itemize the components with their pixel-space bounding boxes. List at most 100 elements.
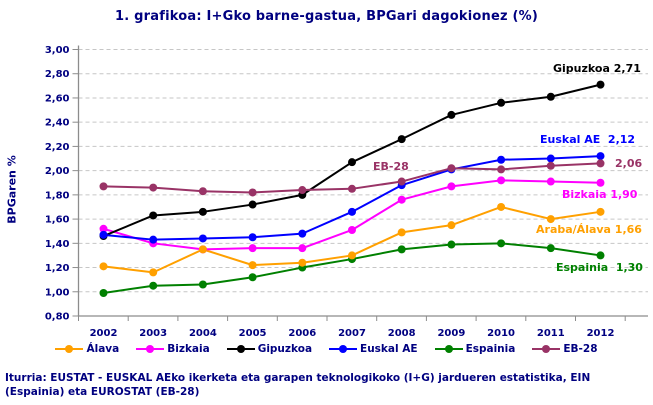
legend-label-bizkaia: Bizkaia bbox=[167, 343, 210, 355]
legend-item-euskal-ae: Euskal AE bbox=[329, 343, 418, 355]
legend-marker-euskal-ae-icon bbox=[329, 345, 358, 353]
legend-marker-eb-28-icon bbox=[532, 345, 561, 353]
y-tick-label: 2,60 bbox=[45, 93, 70, 104]
legend-item-bizkaia: Bizkaia bbox=[136, 343, 210, 355]
y-tick-label: 0,80 bbox=[45, 312, 70, 323]
data-point-alava-2010 bbox=[497, 202, 506, 211]
data-point-gipuzkoa-2007 bbox=[348, 158, 356, 167]
legend-label-euskal-ae: Euskal AE bbox=[360, 343, 418, 355]
data-point-euskal-ae-2011 bbox=[546, 154, 555, 163]
x-tick-label-2004: 2004 bbox=[189, 328, 217, 339]
series-line-espainia bbox=[103, 242, 601, 294]
data-point-euskal-ae-2002 bbox=[99, 230, 108, 239]
data-point-alava-2006 bbox=[298, 258, 307, 267]
x-tick-label-2011: 2011 bbox=[537, 328, 565, 339]
data-point-alava-2008 bbox=[397, 228, 406, 237]
data-point-alava-2004 bbox=[198, 245, 207, 254]
data-point-euskal-ae-2010 bbox=[497, 155, 506, 164]
data-point-euskal-ae-2006 bbox=[298, 229, 307, 238]
y-tick-label: 1,00 bbox=[45, 287, 70, 298]
legend-label-alava: Álava bbox=[86, 343, 120, 355]
x-tick-label-2003: 2003 bbox=[139, 328, 167, 339]
data-point-bizkaia-2011 bbox=[546, 177, 555, 186]
x-tick-label-2005: 2005 bbox=[239, 328, 267, 339]
data-point-euskal-ae-2012 bbox=[596, 152, 605, 161]
legend-item-eb-28: EB-28 bbox=[532, 343, 598, 355]
data-point-bizkaia-2010 bbox=[497, 176, 506, 185]
data-point-eb-28-2010 bbox=[497, 165, 506, 174]
data-point-alava-2011 bbox=[546, 215, 555, 224]
data-point-euskal-ae-2004 bbox=[198, 234, 207, 243]
data-point-euskal-ae-2005 bbox=[248, 233, 257, 242]
data-point-eb-28-2003 bbox=[149, 183, 158, 192]
legend: Álava Bizkaia Gipuzkoa Euskal AE Espainia EB-… bbox=[0, 343, 653, 355]
legend-marker-espainia-icon bbox=[434, 345, 463, 353]
data-point-euskal-ae-2003 bbox=[149, 235, 158, 244]
legend-dot bbox=[236, 345, 245, 353]
y-tick-label: 1,60 bbox=[45, 215, 70, 226]
y-tick-label: 2,20 bbox=[45, 142, 70, 153]
data-point-alava-2003 bbox=[149, 268, 158, 277]
legend-dot bbox=[65, 345, 74, 353]
data-point-bizkaia-2005 bbox=[248, 244, 257, 253]
data-point-espainia-2010 bbox=[497, 239, 506, 248]
data-point-gipuzkoa-2009 bbox=[447, 110, 456, 119]
y-tick-label: 1,40 bbox=[45, 239, 70, 250]
x-tick-label-2010: 2010 bbox=[487, 328, 515, 339]
legend-dot bbox=[542, 345, 551, 353]
y-tick-label: 2,80 bbox=[45, 69, 70, 80]
data-point-alava-2012 bbox=[596, 207, 605, 216]
chart-title: 1. grafikoa: I+Gko barne-gastua, BPGari … bbox=[115, 9, 538, 24]
data-point-gipuzkoa-2010 bbox=[497, 98, 506, 107]
data-point-eb-28-2011 bbox=[546, 161, 555, 170]
legend-label-gipuzkoa: Gipuzkoa bbox=[257, 343, 313, 355]
data-point-gipuzkoa-2012 bbox=[596, 80, 605, 89]
data-point-bizkaia-2012 bbox=[596, 178, 605, 187]
data-point-alava-2005 bbox=[248, 261, 257, 270]
data-point-espainia-2005 bbox=[248, 273, 257, 282]
data-point-gipuzkoa-2004 bbox=[198, 207, 207, 216]
x-tick-label-2007: 2007 bbox=[338, 328, 366, 339]
legend-item-espainia: Espainia bbox=[434, 343, 516, 355]
x-tick-label-2002: 2002 bbox=[90, 328, 118, 339]
data-point-alava-2009 bbox=[447, 221, 456, 230]
legend-marker-bizkaia-icon bbox=[136, 345, 165, 353]
legend-item-gipuzkoa: Gipuzkoa bbox=[226, 343, 313, 355]
data-point-alava-2007 bbox=[348, 251, 356, 260]
legend-dot bbox=[146, 345, 155, 353]
data-point-bizkaia-2002 bbox=[99, 224, 108, 233]
data-point-espainia-2011 bbox=[546, 244, 555, 253]
legend-dot bbox=[444, 345, 453, 353]
legend-label-eb-28: EB-28 bbox=[563, 343, 598, 355]
x-tick-label-2006: 2006 bbox=[288, 328, 316, 339]
data-point-eb-28-2009 bbox=[447, 164, 456, 173]
data-point-espainia-2008 bbox=[397, 245, 406, 254]
x-tick-label-2012: 2012 bbox=[587, 328, 615, 339]
data-point-bizkaia-2007 bbox=[348, 225, 356, 234]
data-point-espainia-2003 bbox=[149, 281, 158, 290]
data-point-eb-28-2008 bbox=[397, 177, 406, 186]
x-tick-label-2009: 2009 bbox=[437, 328, 465, 339]
data-point-gipuzkoa-2011 bbox=[546, 92, 555, 101]
source-note: Iturria: EUSTAT - EUSKAL AEko ikerketa e… bbox=[5, 372, 591, 398]
data-point-bizkaia-2009 bbox=[447, 182, 456, 191]
legend-marker-gipuzkoa-icon bbox=[226, 345, 255, 353]
y-tick-label: 2,00 bbox=[45, 166, 70, 177]
data-point-alava-2002 bbox=[99, 262, 108, 271]
y-tick-label: 1,80 bbox=[45, 190, 70, 201]
legend-label-espainia: Espainia bbox=[465, 343, 516, 355]
data-point-eb-28-2004 bbox=[198, 187, 207, 196]
legend-dot bbox=[339, 345, 348, 353]
data-point-eb-28-2002 bbox=[99, 182, 108, 191]
data-point-eb-28-2005 bbox=[248, 188, 257, 197]
data-point-eb-28-2006 bbox=[298, 186, 307, 195]
y-tick-label: 1,20 bbox=[45, 263, 70, 274]
y-tick-label: 2,40 bbox=[45, 118, 70, 129]
legend-marker-alava-icon bbox=[55, 345, 84, 353]
y-tick-label: 3,00 bbox=[45, 45, 70, 56]
data-point-euskal-ae-2007 bbox=[348, 207, 356, 216]
data-point-espainia-2009 bbox=[447, 240, 456, 249]
data-point-gipuzkoa-2008 bbox=[397, 135, 406, 144]
